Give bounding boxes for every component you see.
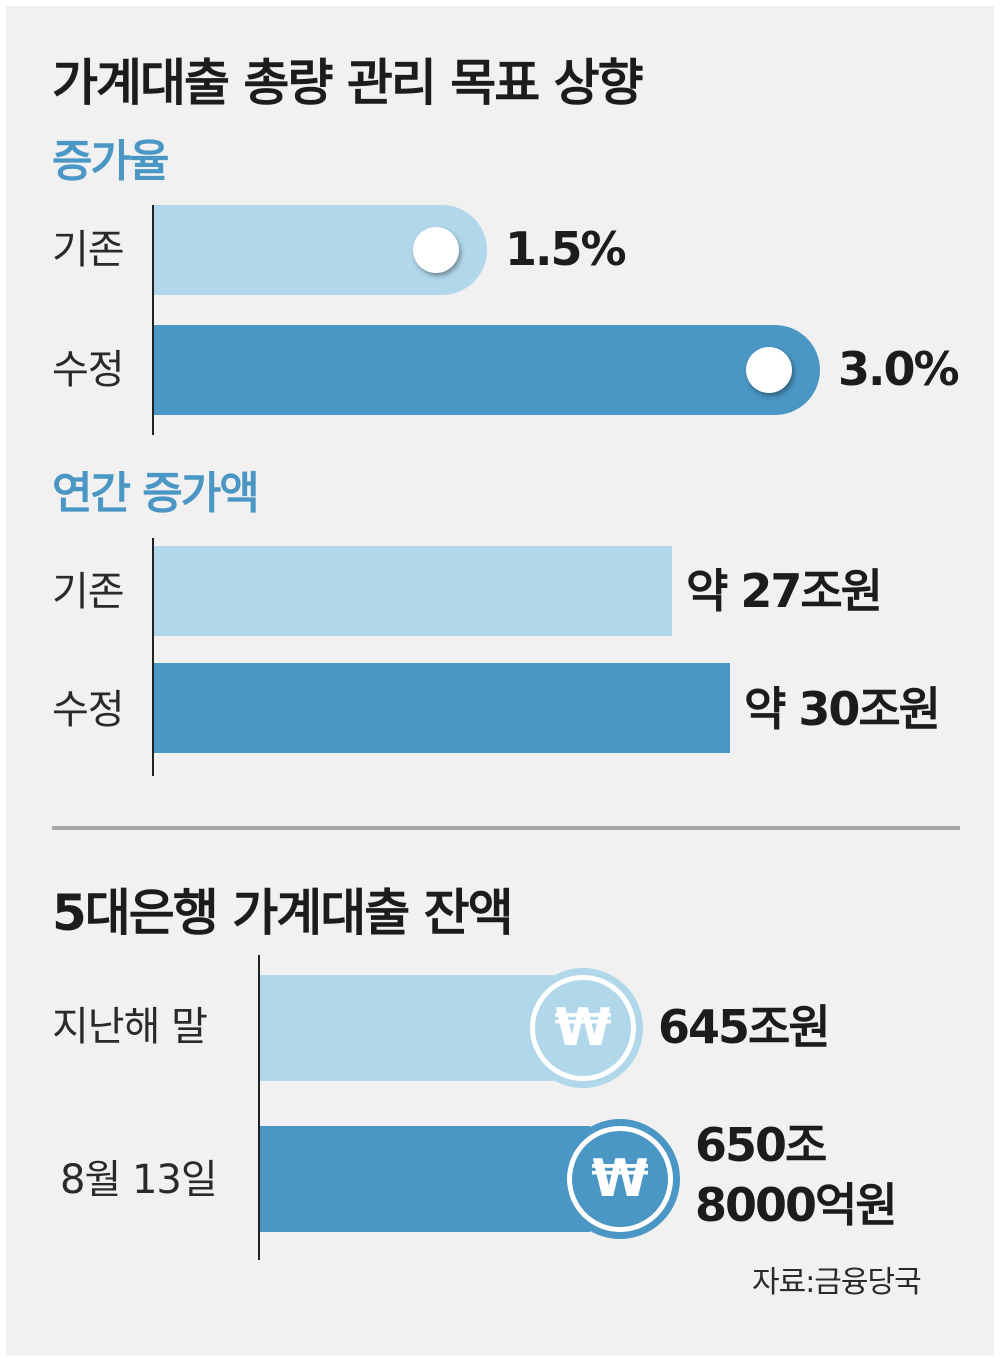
annual-increase-value-revised: 약 30조원 — [744, 682, 941, 736]
bank-balance-value-aug13-line1: 650조 — [695, 1118, 827, 1172]
annual-increase-bar-existing — [154, 546, 672, 636]
growth-rate-axis — [152, 205, 154, 435]
growth-rate-bar-revised — [154, 325, 820, 415]
won-coin-icon: ₩ — [560, 1119, 680, 1239]
annual-increase-bar-revised — [154, 663, 730, 753]
main-title: 가계대출 총량 관리 목표 상향 — [52, 54, 644, 112]
source-note: 자료:금융당국 — [752, 1265, 922, 1300]
knob-icon — [413, 227, 459, 273]
bank-balance-bar-aug13 — [260, 1126, 590, 1232]
annual-increase-category-revised: 수정 — [52, 687, 125, 733]
annual-increase-axis — [152, 538, 154, 776]
bank-balance-value-aug13-line2: 8000억원 — [695, 1178, 898, 1232]
bank-balance-category-aug13: 8월 13일 — [60, 1157, 218, 1203]
growth-rate-value-existing: 1.5% — [505, 222, 627, 276]
growth-rate-value-revised: 3.0% — [838, 342, 960, 396]
annual-increase-subtitle: 연간 증가액 — [52, 468, 260, 519]
knob-icon — [746, 347, 792, 393]
won-coin-icon: ₩ — [523, 968, 643, 1088]
bank-balance-title: 5대은행 가계대출 잔액 — [52, 884, 514, 942]
annual-increase-value-existing: 약 27조원 — [686, 564, 883, 618]
bank-balance-bar-last-year — [260, 975, 553, 1081]
growth-rate-subtitle: 증가율 — [52, 136, 169, 187]
growth-rate-category-revised: 수정 — [52, 347, 125, 393]
bank-balance-value-last-year: 645조원 — [658, 1000, 831, 1054]
section-divider — [52, 826, 960, 830]
annual-increase-category-existing: 기존 — [52, 569, 125, 615]
bank-balance-category-last-year: 지난해 말 — [52, 1004, 208, 1050]
bank-balance-axis — [258, 955, 260, 1260]
growth-rate-category-existing: 기존 — [52, 227, 125, 273]
